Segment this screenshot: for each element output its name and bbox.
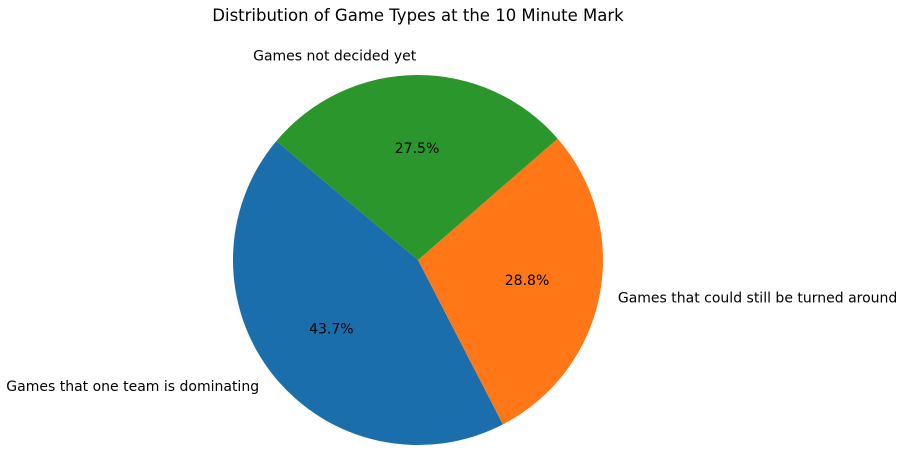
pie-labels: 43.7% Games that one team is dominating 28…	[6, 49, 897, 396]
pie-pct-label-games-not-decided-yet: 27.5%	[395, 141, 439, 157]
pie-slice-games-not-decided-yet	[276, 74, 558, 260]
pie-category-label-games-that-one-team-is-dominating: Games that one team is dominating	[6, 379, 259, 395]
pie-category-label-games-that-could-still-be-turned-around: Games that could still be turned around	[618, 290, 897, 306]
chart-title: Distribution of Game Types at the 10 Min…	[212, 6, 624, 25]
pie-category-label-games-not-decided-yet: Games not decided yet	[253, 49, 417, 65]
pie-pct-label-games-that-could-still-be-turned-around: 28.8%	[505, 273, 549, 289]
pie-slice-games-that-could-still-be-turned-around	[418, 138, 603, 425]
pie-slices	[232, 74, 603, 445]
pie-pct-label-games-that-one-team-is-dominating: 43.7%	[309, 321, 353, 337]
pie-slice-games-that-one-team-is-dominating	[232, 141, 503, 445]
